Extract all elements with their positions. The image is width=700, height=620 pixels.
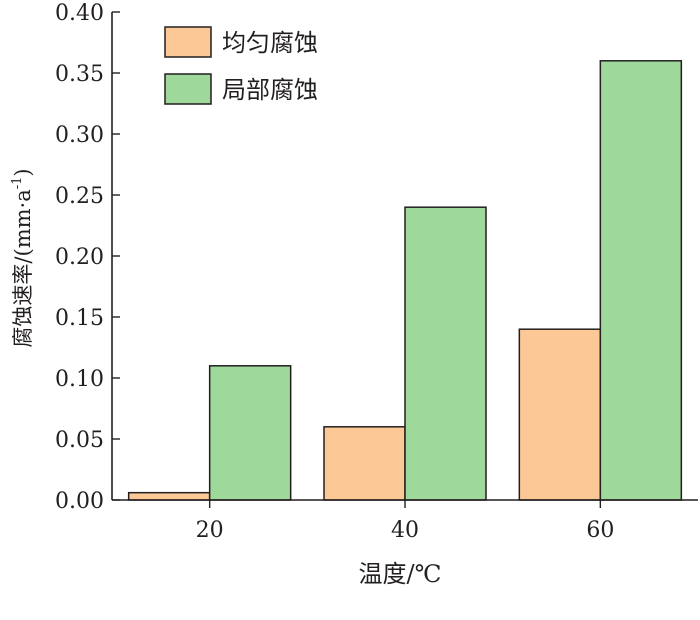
bar-uniform-20 [127,491,211,501]
legend-label: 均匀腐蚀 [222,29,318,57]
bars [127,60,683,501]
x-tick-label: 40 [391,518,419,543]
y-tick-label: 0.25 [55,184,104,209]
y-tick-label: 0.35 [55,62,104,87]
y-axis-title: 腐蚀速率/(mm·a-1) [10,168,35,347]
y-tick-label: 0.05 [55,428,104,453]
bar-local-40 [404,206,487,501]
y-tick-label: 0.15 [55,306,104,331]
y-axis-title-tail: ) [11,168,35,176]
x-tick-label: 20 [196,518,224,543]
bar-local-60 [599,60,683,501]
legend-label: 局部腐蚀 [222,76,318,104]
y-tick-label: 0.10 [55,367,104,392]
y-tick-label: 0.20 [55,245,104,270]
y-tick-label: 0.30 [55,123,104,148]
y-axis-title-superscript: -1 [10,177,25,190]
x-axis: 20 40 60 [112,499,698,543]
x-tick-label: 60 [586,518,614,543]
y-tick-label: 0.00 [55,489,104,514]
bar-uniform-40 [323,426,406,501]
y-tick-label: 0.40 [55,1,104,26]
y-axis: 0.00 0.05 0.10 0.15 0.20 0.25 0.30 0.35 0.40 [55,1,120,514]
bar-uniform-60 [518,328,602,501]
legend-swatch [164,26,212,58]
legend-swatch [164,73,212,105]
x-axis-title: 温度/℃ [359,560,442,588]
y-axis-title-main: 腐蚀速率/(mm·a [11,189,35,347]
bar-local-20 [208,365,292,501]
